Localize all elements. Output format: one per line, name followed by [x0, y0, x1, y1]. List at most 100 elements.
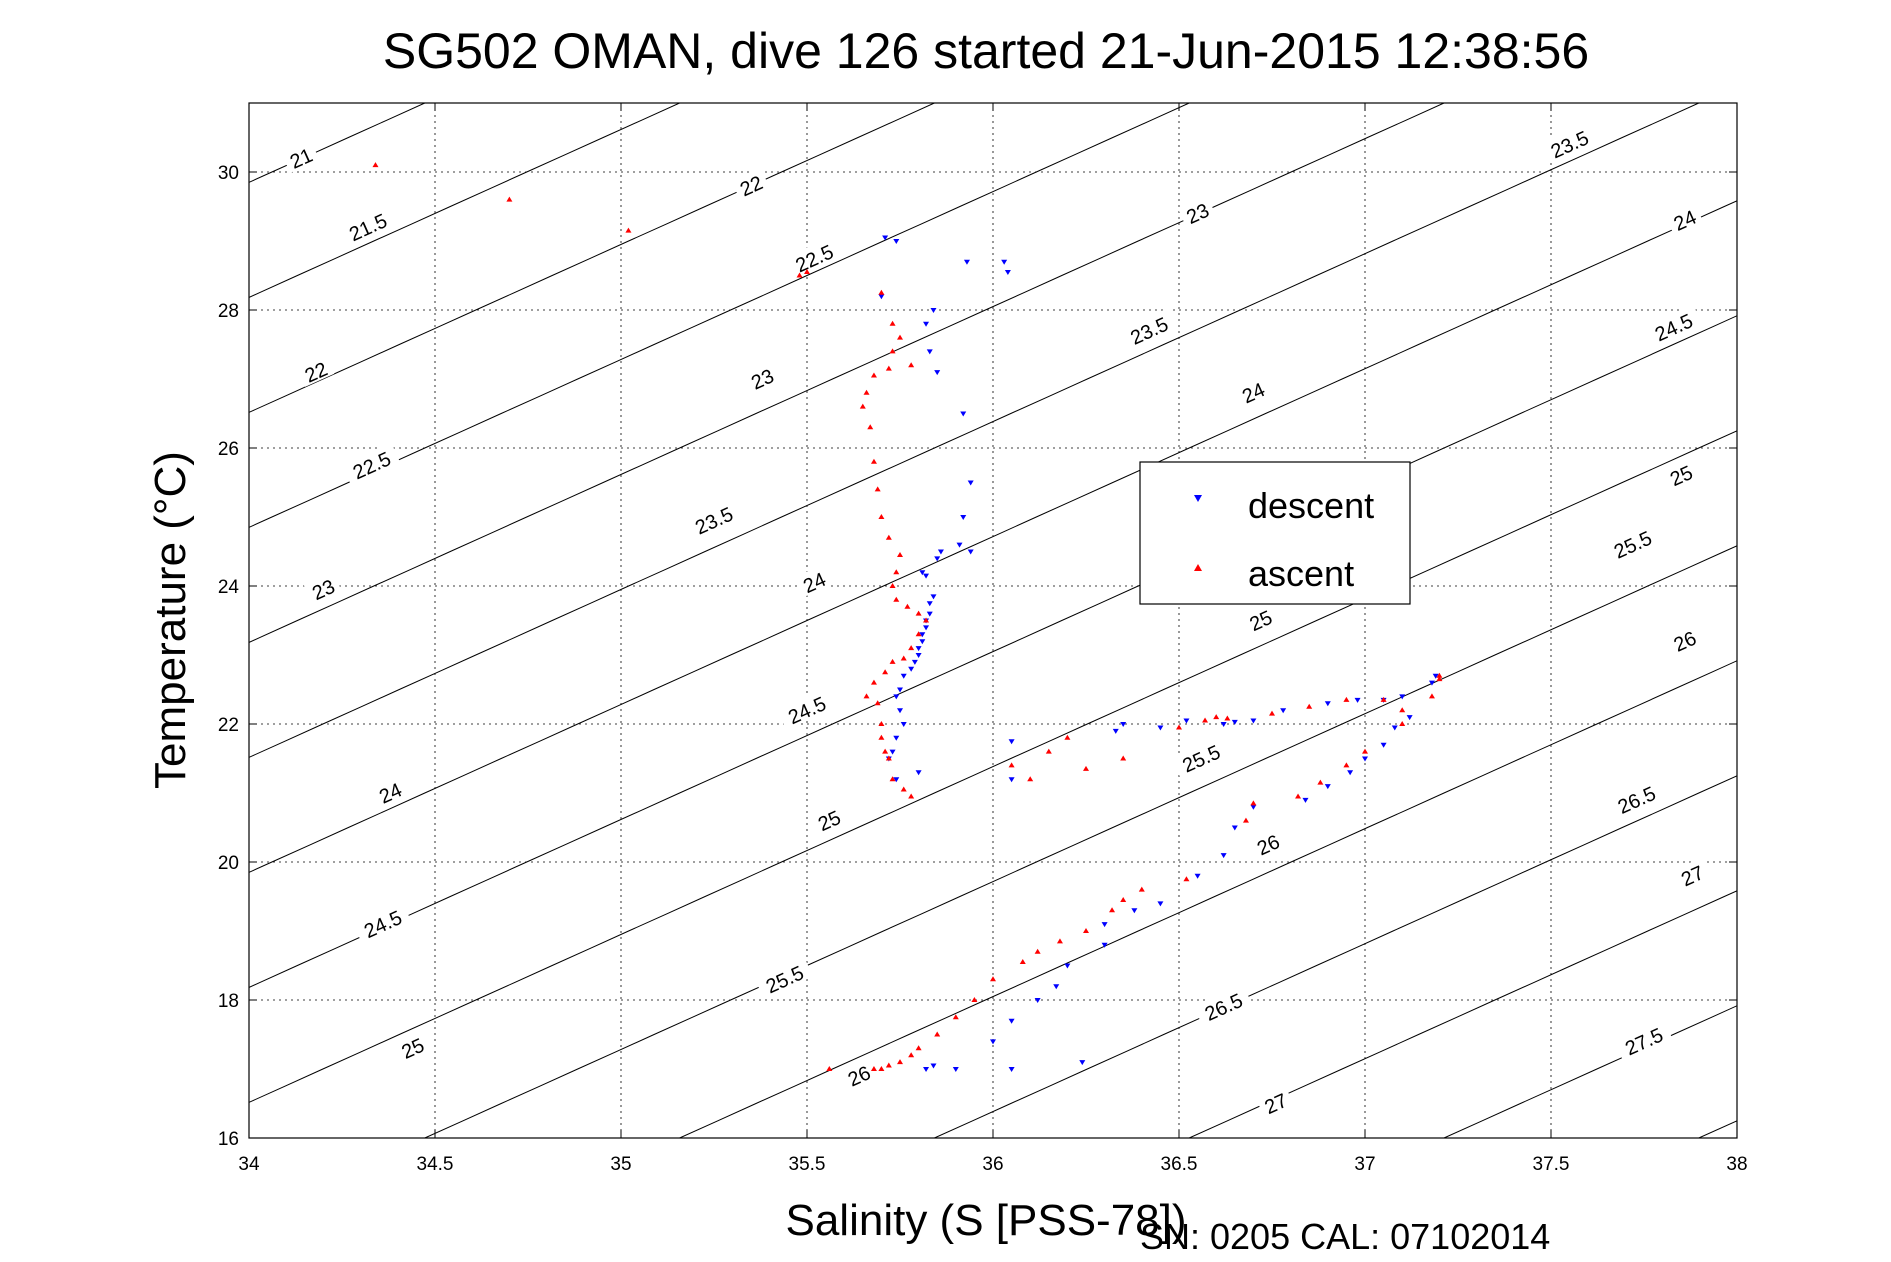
ascent-point — [372, 162, 379, 168]
ascent-point — [893, 569, 900, 575]
ascent-point — [893, 596, 900, 602]
ascent-point — [863, 693, 870, 699]
descent-point — [1001, 259, 1008, 265]
descent-point — [1354, 697, 1361, 703]
legend: descent ascent — [1139, 461, 1411, 605]
ascent-point — [1034, 948, 1041, 954]
ascent-point — [1343, 696, 1350, 702]
ascent-point — [878, 289, 885, 295]
descent-point — [1008, 739, 1015, 745]
contour-label: 24 — [794, 564, 833, 598]
descent-point — [1101, 942, 1108, 948]
descent-point — [926, 349, 933, 355]
x-tick-label: 36 — [982, 1154, 1003, 1175]
legend-ascent-marker — [1194, 564, 1202, 571]
x-tick-label: 38 — [1726, 1154, 1747, 1175]
density-contour-line — [249, 103, 936, 413]
x-tick-label: 35.5 — [789, 1154, 826, 1175]
descent-point — [893, 735, 900, 741]
x-tick-label: 37.5 — [1533, 1154, 1570, 1175]
ascent-point — [867, 424, 874, 430]
descent-point — [923, 321, 930, 327]
contour-label-bg — [784, 235, 843, 278]
descent-point — [1053, 984, 1060, 990]
descent-point — [1157, 901, 1164, 907]
descent-point — [1324, 701, 1331, 707]
series-descent — [878, 235, 1439, 1072]
legend-ascent-label: ascent — [1248, 553, 1354, 594]
descent-point — [900, 722, 907, 727]
ascent-point — [1213, 714, 1220, 720]
y-axis: 16 18 20 22 24 26 28 30 — [218, 163, 1737, 1150]
ascent-point — [874, 700, 881, 706]
ascent-point — [1306, 703, 1313, 709]
ascent-point — [826, 1066, 833, 1071]
contour-label-bg — [296, 353, 335, 387]
descent-point — [1120, 722, 1127, 727]
descent-point — [934, 556, 941, 562]
ascent-point — [1250, 800, 1257, 806]
ascent-point — [1436, 672, 1443, 678]
descent-point — [930, 308, 937, 313]
x-tick-label: 34.5 — [417, 1154, 454, 1175]
density-contour-line — [678, 660, 1737, 1138]
descent-point — [1362, 756, 1368, 762]
y-tick-label: 22 — [218, 715, 239, 736]
descent-point — [1231, 719, 1238, 725]
x-tick-label: 36.5 — [1161, 1154, 1198, 1175]
descent-point — [1324, 784, 1331, 790]
descent-point — [1250, 718, 1257, 724]
density-contours — [0, 69, 1737, 1173]
descent-point — [897, 687, 903, 693]
descent-point — [956, 542, 963, 548]
descent-point — [1064, 963, 1071, 969]
ascent-point — [908, 362, 915, 368]
ascent-point — [952, 1014, 959, 1020]
ascent-point — [796, 272, 803, 278]
descent-point — [967, 549, 974, 555]
serial-cal-footer: SN: 0205 CAL: 07102014 — [1140, 1216, 1550, 1257]
descent-point — [919, 639, 926, 645]
ascent-point — [889, 320, 896, 326]
descent-point — [1079, 1060, 1086, 1066]
x-axis-label: Salinity (S [PSS-78]) — [785, 1196, 1186, 1245]
contour-label-bg — [1539, 121, 1598, 164]
y-tick-label: 20 — [218, 853, 239, 874]
descent-point — [1231, 825, 1238, 831]
ascent-point — [900, 655, 907, 661]
ascent-point — [889, 583, 896, 588]
density-contour-line — [933, 775, 1737, 1138]
contour-label: 25 — [1240, 602, 1280, 636]
ascent-point — [870, 679, 877, 685]
ascent-point — [1295, 793, 1302, 799]
contour-label-bg — [1664, 622, 1704, 656]
ascent-point — [923, 617, 930, 623]
density-contour-line — [249, 103, 681, 298]
contour-label-bg — [281, 139, 320, 173]
descent-point — [926, 601, 933, 607]
descent-point — [960, 515, 967, 520]
descent-point — [919, 632, 926, 638]
descent-point — [1380, 742, 1387, 748]
ascent-point — [1317, 779, 1324, 785]
descent-point — [897, 708, 903, 714]
density-contour-line — [0, 69, 247, 1173]
descent-point — [934, 370, 941, 376]
descent-point — [1112, 728, 1119, 734]
descent-point — [967, 480, 974, 486]
descent-point — [1302, 797, 1309, 803]
descent-point — [1280, 708, 1287, 714]
contour-label-bg — [1248, 826, 1287, 860]
descent-point — [1220, 722, 1227, 727]
descent-point — [893, 239, 900, 244]
descent-point — [1428, 680, 1435, 686]
ascent-point — [1008, 762, 1015, 768]
density-contour-line — [249, 200, 1737, 873]
ascent-point — [506, 196, 513, 202]
ascent-point — [1343, 762, 1350, 768]
contour-label: 24 — [370, 774, 409, 809]
ascent-point — [863, 389, 870, 395]
descent-point — [923, 573, 930, 579]
x-tick-label: 37 — [1354, 1154, 1375, 1175]
contour-label-bg — [809, 802, 848, 836]
